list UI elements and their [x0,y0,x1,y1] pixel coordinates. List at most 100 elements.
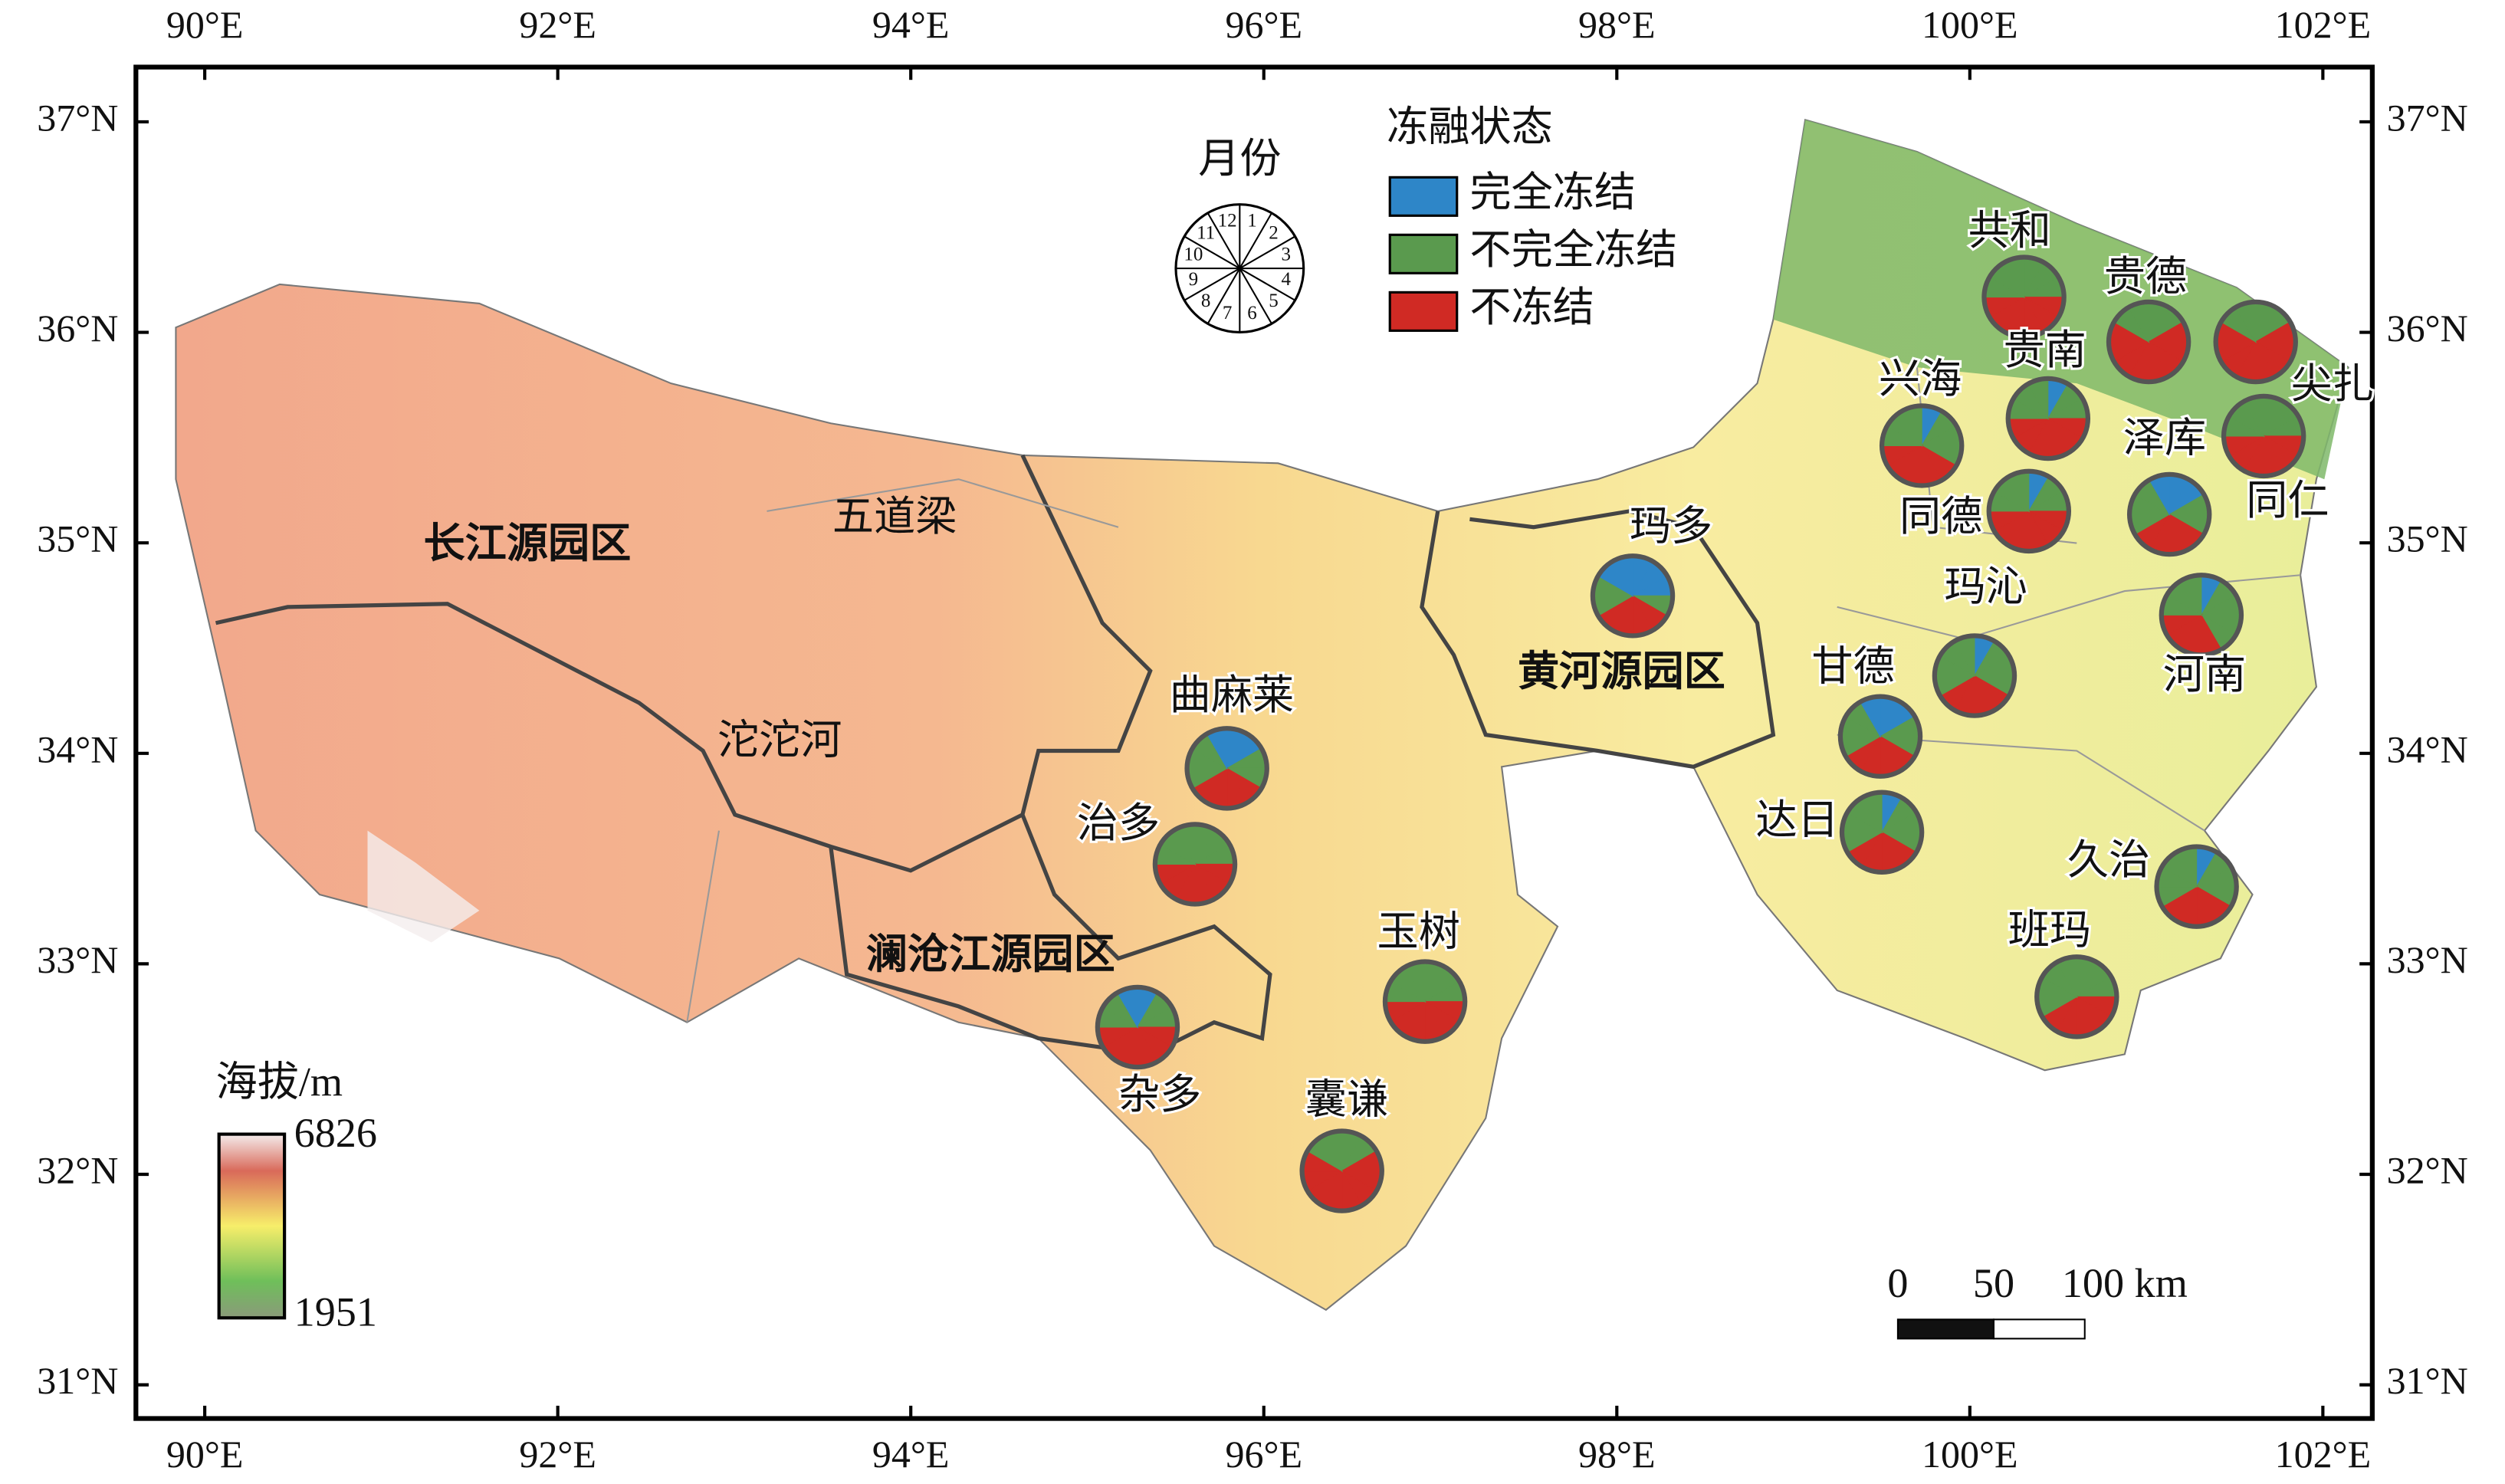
pie-outline [1839,790,1925,875]
elevation-colorbar [217,1132,287,1320]
lon-label-top: 102°E [2275,3,2372,46]
month-label: 4 [1281,269,1291,290]
station-label: 治多 [1077,800,1160,846]
pie-outline [1299,1128,1384,1213]
lat-label-right: 36°N [2387,307,2468,350]
pie-outline [1095,984,1180,1070]
scale-bar-white [1992,1318,2086,1340]
county-lines [686,367,2301,1023]
pie-outline [1152,822,1238,907]
dial-line [1239,268,1272,324]
pie-outline [2213,299,2298,385]
lat-label-right: 31°N [2387,1359,2468,1402]
scale-label: 0 [1887,1260,1908,1306]
lon-label-top: 100°E [1922,3,2018,46]
legend-label: 不完全冻结 [1469,227,1677,273]
month-label: 8 [1201,291,1211,311]
lon-label-bottom: 90°E [166,1433,244,1476]
month-dial-title: 月份 [1198,136,1281,182]
station-label: 久治 [2067,837,2150,883]
station-label: 玉树 [1377,909,1460,955]
legend-title: 冻融状态 [1387,103,1553,149]
station-label: 同仁 [2246,478,2329,524]
month-label: 3 [1281,245,1291,265]
pie-outline [2159,573,2244,658]
lon-label-bottom: 96°E [1225,1433,1302,1476]
county-line [686,367,2301,1023]
place-label: 五道梁 [832,494,957,540]
month-label: 10 [1184,245,1203,265]
boundary [215,454,1153,873]
dial-line [1207,212,1241,269]
dial-line [1239,268,1296,301]
boundary [829,813,1272,1057]
pie-outline [1879,403,1965,488]
lon-label-top: 94°E [872,3,950,46]
legend-swatch [1388,291,1459,332]
station-label: 贵南 [2003,327,2086,373]
station-label: 囊谦 [1305,1076,1388,1122]
region-label: 黄河源园区 [1518,648,1725,694]
pie-outline [1932,633,2017,718]
station-label: 班玛 [2008,908,2091,954]
lon-label-bottom: 100°E [1922,1433,2018,1476]
month-label: 5 [1269,291,1279,311]
station-label: 贵德 [2104,254,2187,300]
dial-line [1184,235,1240,270]
pie-outline [1981,254,2067,340]
lon-label-top: 90°E [166,3,244,46]
pie-outline [1986,468,2072,554]
station-label: 杂多 [1118,1072,1201,1118]
month-label: 11 [1197,223,1215,244]
lat-label-left: 37°N [37,96,118,139]
lat-label-right: 32°N [2387,1148,2468,1191]
station-label: 玛多 [1630,503,1712,549]
scale-label: 100 km [2062,1260,2188,1306]
scale-bar-black [1896,1318,1994,1340]
lon-label-bottom: 94°E [872,1433,950,1476]
month-label: 1 [1247,210,1257,231]
lat-label-right: 34°N [2387,727,2468,770]
dial-line [1239,212,1272,269]
lat-label-right: 33°N [2387,938,2468,981]
map-frame [133,64,2375,1421]
lon-label-bottom: 92°E [519,1433,596,1476]
station-label: 河南 [2163,652,2246,698]
snow [367,830,480,943]
place-label: 沱沱河 [717,717,842,763]
park-boundaries [215,454,1776,1057]
lon-label-bottom: 102°E [2275,1433,2372,1476]
lat-label-right: 35°N [2387,517,2468,560]
month-label: 2 [1269,223,1279,244]
station-label: 兴海 [1879,356,1962,402]
month-label: 9 [1189,269,1199,290]
region-label: 澜沧江源园区 [866,931,1115,977]
legend-label: 完全冻结 [1469,169,1636,215]
station-label: 达日 [1755,797,1838,843]
pie-outline [1184,726,1269,811]
pie-outline [2106,299,2191,385]
station-label: 共和 [1968,208,2051,254]
station-label: 玛沁 [1944,564,2027,610]
pie-outline [1382,959,1468,1044]
month-label: 6 [1247,303,1257,323]
dial-line [1207,268,1241,324]
elevation-title: 海拔/m [216,1059,343,1105]
pie-outline [1837,694,1923,779]
legend-label: 不冻结 [1469,284,1594,330]
lon-label-bottom: 98°E [1578,1433,1656,1476]
lat-label-left: 31°N [37,1359,118,1402]
month-label: 12 [1218,210,1237,231]
lat-label-left: 36°N [37,307,118,350]
pie-outline [2126,471,2212,557]
boundary [1420,509,1776,769]
lat-label-left: 33°N [37,938,118,981]
lon-label-top: 96°E [1225,3,1302,46]
land [175,118,2349,1312]
station-label: 同德 [1899,494,1982,540]
month-label: 7 [1223,303,1233,323]
pie-outline [1590,553,1676,639]
legend-swatch [1388,176,1459,217]
